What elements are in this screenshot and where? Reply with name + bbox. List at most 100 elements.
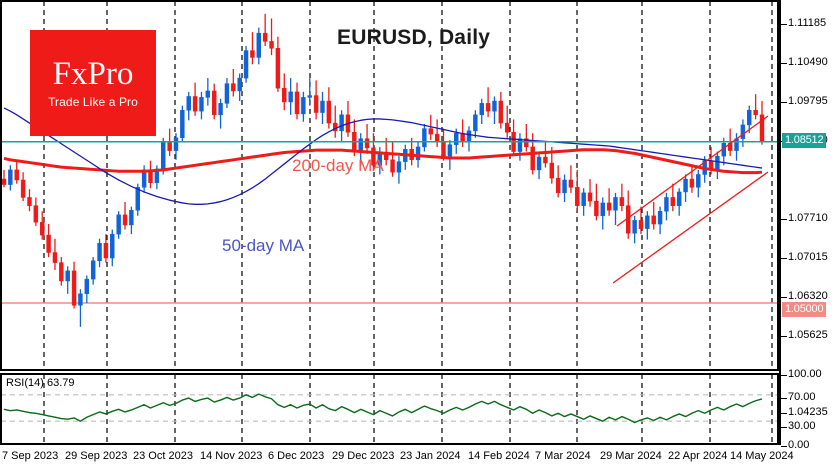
candle-body bbox=[441, 141, 446, 157]
price-axis-label: 1.07710 bbox=[788, 212, 828, 224]
candle-body bbox=[543, 156, 548, 164]
candle-body bbox=[269, 41, 274, 49]
candle-body bbox=[110, 233, 115, 259]
candle-body bbox=[498, 100, 504, 124]
date-axis-label: 29 Sep 2023 bbox=[65, 450, 128, 462]
price-axis-label: 1.04235 bbox=[788, 406, 828, 418]
rsi-tick bbox=[781, 398, 787, 399]
candle-body bbox=[396, 161, 402, 173]
candle-body bbox=[275, 48, 281, 89]
axis-spine bbox=[779, 0, 781, 445]
candle-body bbox=[651, 215, 656, 225]
price-plot-area[interactable] bbox=[0, 0, 779, 371]
candle-body bbox=[524, 138, 529, 148]
candle-body bbox=[657, 210, 663, 225]
date-axis-label: 23 Jan 2024 bbox=[400, 450, 461, 462]
candle-body bbox=[59, 262, 64, 282]
rsi-tick bbox=[781, 375, 787, 376]
candle-body bbox=[27, 197, 32, 206]
date-axis-label: 23 Oct 2023 bbox=[133, 450, 193, 462]
candle-body bbox=[575, 187, 580, 206]
candle-body bbox=[180, 109, 185, 139]
candle-body bbox=[568, 179, 574, 188]
candle-body bbox=[696, 174, 701, 188]
candle-body bbox=[485, 103, 491, 112]
candle-body bbox=[301, 97, 306, 115]
price-tick bbox=[781, 63, 787, 64]
candle-body bbox=[479, 103, 484, 116]
candle-body bbox=[8, 169, 13, 185]
candle-body bbox=[84, 278, 90, 295]
candle-body bbox=[243, 50, 249, 79]
date-axis-label: 7 Sep 2023 bbox=[2, 450, 59, 462]
candle-body bbox=[664, 197, 669, 212]
candle-body bbox=[358, 138, 363, 151]
ma50-annotation: 50-day MA bbox=[222, 236, 305, 255]
candle-body bbox=[740, 124, 746, 139]
rsi-plot-area[interactable] bbox=[0, 373, 779, 445]
rsi-legend-label: RSI(14) 63.79 bbox=[6, 377, 75, 389]
candle-body bbox=[192, 96, 198, 112]
rsi-axis-label: 100.00 bbox=[788, 368, 822, 380]
logo-tagline: Trade Like a Pro bbox=[48, 95, 138, 109]
candle-body bbox=[211, 90, 217, 116]
candle-body bbox=[313, 95, 319, 113]
rsi-axis-label: 0.00 bbox=[788, 439, 810, 451]
candle-body bbox=[504, 122, 510, 133]
price-tick bbox=[781, 258, 787, 259]
candle-body bbox=[689, 178, 695, 188]
price-axis-label: 1.11185 bbox=[788, 17, 827, 29]
candle-body bbox=[288, 91, 293, 103]
candle-body bbox=[90, 260, 96, 280]
candle-body bbox=[224, 83, 230, 104]
candle-body bbox=[122, 214, 128, 226]
candle-body bbox=[747, 109, 752, 126]
candle-body bbox=[262, 32, 268, 42]
date-axis-label: 14 Feb 2024 bbox=[468, 450, 530, 462]
candle-body bbox=[415, 146, 421, 161]
candle-body bbox=[434, 133, 440, 142]
date-axis-label: 14 Nov 2023 bbox=[200, 450, 263, 462]
ma200-polyline bbox=[3, 148, 763, 175]
candle-body bbox=[52, 252, 58, 263]
candle-body bbox=[562, 179, 567, 194]
candle-body bbox=[473, 114, 478, 132]
candle-body bbox=[390, 159, 395, 173]
candle-body bbox=[587, 192, 593, 202]
price-axis-label: 1.10490 bbox=[788, 56, 828, 68]
candle-body bbox=[97, 243, 102, 262]
rsi-tick bbox=[781, 446, 787, 447]
price-tick bbox=[781, 102, 787, 103]
candle-body bbox=[135, 187, 140, 211]
candle-body bbox=[364, 138, 370, 149]
rsi-axis-label: 70.00 bbox=[788, 391, 816, 403]
candle-body bbox=[581, 192, 586, 206]
date-axis-label: 6 Dec 2023 bbox=[268, 450, 325, 462]
price-tick bbox=[781, 413, 787, 414]
candle-body bbox=[129, 210, 134, 226]
candle-body bbox=[371, 147, 376, 166]
candle-body bbox=[676, 191, 682, 206]
candle-body bbox=[422, 128, 427, 148]
ma50-line bbox=[3, 107, 763, 205]
candle-body bbox=[670, 197, 676, 206]
candle-body bbox=[161, 142, 166, 170]
candle-body bbox=[294, 91, 300, 115]
candle-body bbox=[454, 132, 459, 145]
candle-body bbox=[326, 100, 332, 124]
candle-body bbox=[307, 95, 312, 98]
candle-body bbox=[205, 90, 211, 98]
candle-body bbox=[218, 103, 223, 116]
candle-body bbox=[613, 197, 618, 211]
price-tick bbox=[781, 336, 787, 337]
candle-body bbox=[237, 77, 242, 92]
candle-body bbox=[103, 243, 109, 259]
candle-body bbox=[632, 220, 637, 234]
candle-body bbox=[715, 155, 720, 170]
candle-body bbox=[600, 202, 605, 217]
candlestick-series bbox=[1, 13, 765, 327]
candle-body bbox=[466, 130, 472, 142]
date-axis-label: 14 May 2024 bbox=[730, 450, 794, 462]
candle-body bbox=[645, 215, 650, 229]
rsi-level-lines bbox=[1, 394, 777, 422]
